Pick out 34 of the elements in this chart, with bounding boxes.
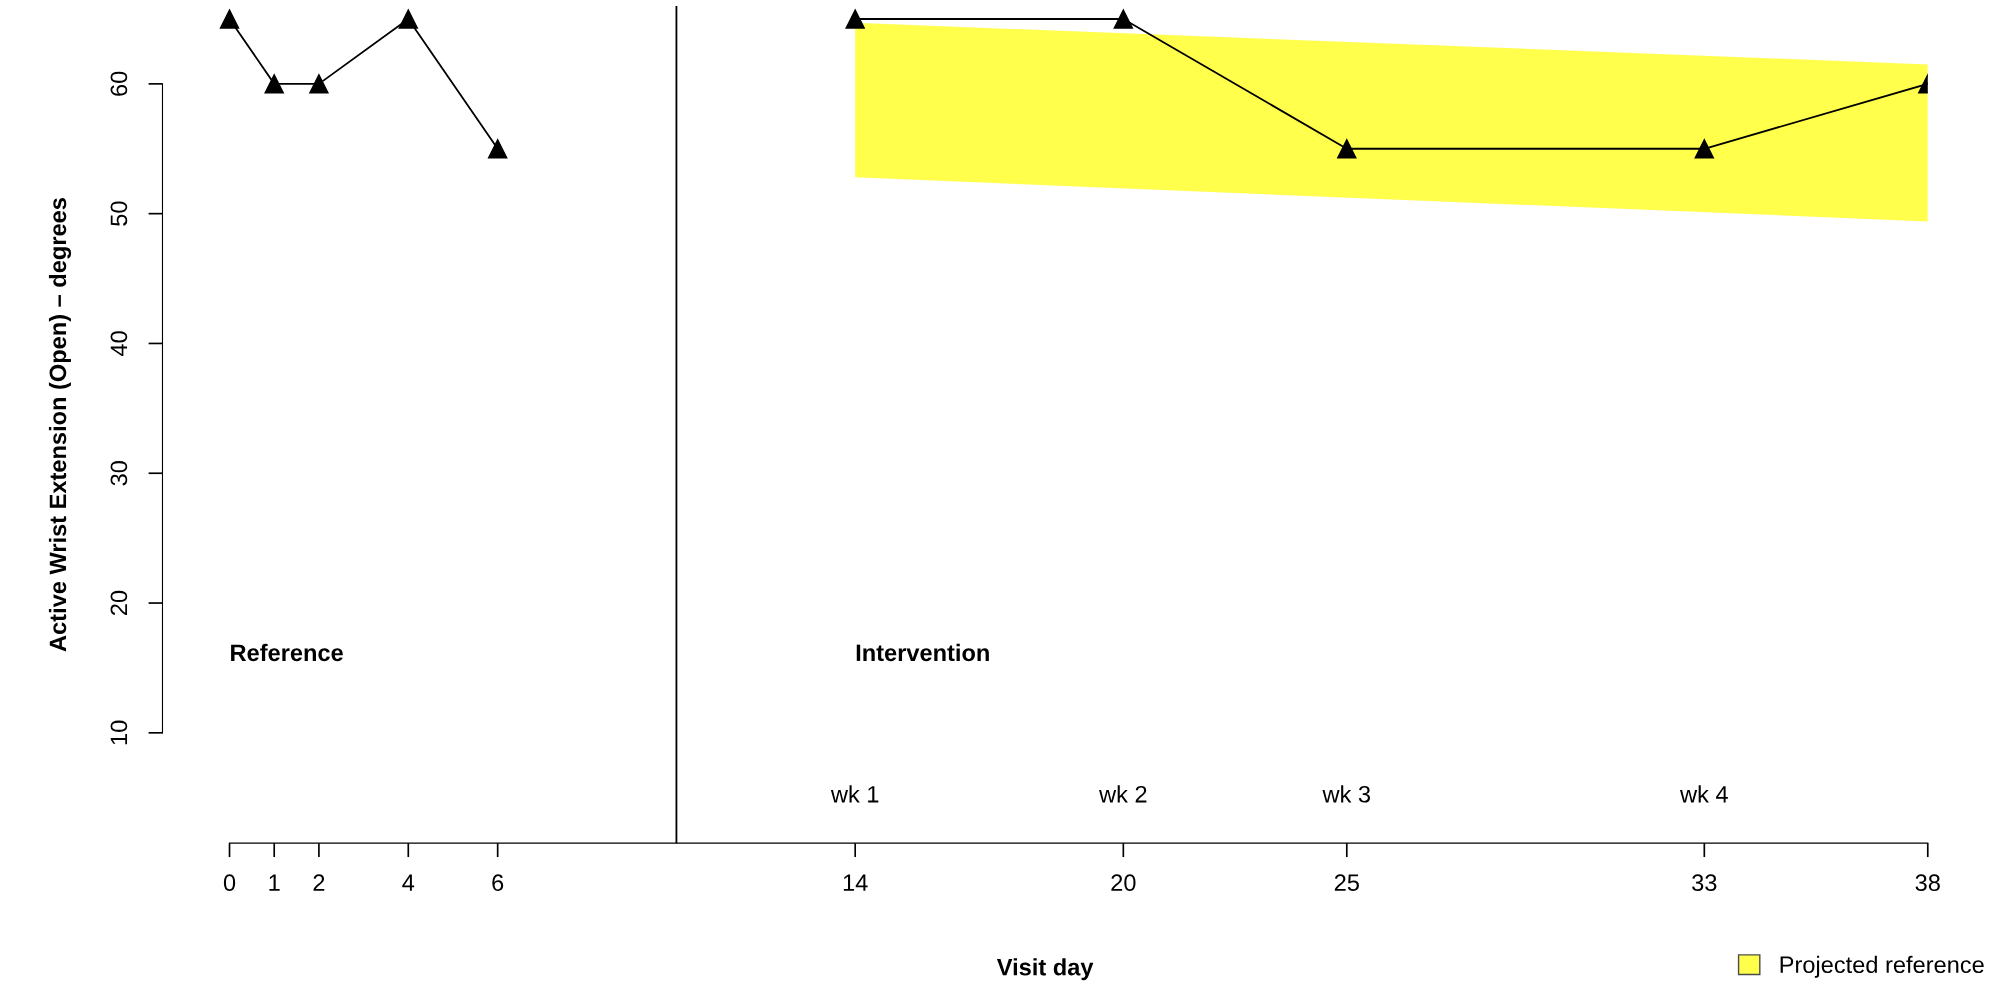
x-tick-label: 6 bbox=[492, 874, 504, 892]
x-tick-label: 4 bbox=[402, 874, 415, 891]
y-axis-title: Active Wrist Extension (Open) – degrees bbox=[48, 198, 72, 652]
annotation: wk 3 bbox=[1322, 785, 1371, 803]
x-tick-label: 25 bbox=[1334, 874, 1359, 892]
x-tick-label: 2 bbox=[313, 874, 325, 891]
annotation: wk 2 bbox=[1099, 785, 1147, 803]
y-tick-label: 40 bbox=[110, 331, 128, 357]
x-tick-label: 20 bbox=[1111, 874, 1136, 892]
annotation: wk 1 bbox=[830, 785, 879, 803]
legend-label: Projected reference bbox=[1780, 955, 1984, 978]
x-axis-title: Visit day bbox=[996, 958, 1094, 981]
annotation: Reference bbox=[231, 643, 343, 662]
y-tick-label: 50 bbox=[110, 201, 128, 226]
point bbox=[219, 9, 240, 29]
point bbox=[1694, 139, 1715, 159]
point bbox=[398, 9, 419, 29]
x-tick-label: 0 bbox=[223, 874, 236, 892]
point bbox=[845, 9, 865, 29]
point bbox=[1113, 9, 1134, 29]
y-tick-label: 20 bbox=[110, 590, 128, 615]
y-tick-label: 10 bbox=[110, 720, 128, 745]
x-tick-label: 33 bbox=[1692, 874, 1717, 892]
point bbox=[264, 74, 284, 94]
x-tick-label: 38 bbox=[1915, 874, 1940, 892]
y-tick-label: 60 bbox=[110, 71, 128, 96]
annotation: wk 4 bbox=[1680, 785, 1728, 803]
x-tick-label: 14 bbox=[843, 874, 868, 891]
y-tick-label: 30 bbox=[110, 461, 128, 486]
point bbox=[309, 74, 329, 94]
point bbox=[487, 139, 508, 159]
annotation: Intervention bbox=[856, 643, 989, 662]
x-tick-label: 1 bbox=[269, 874, 280, 891]
point bbox=[1337, 139, 1357, 159]
